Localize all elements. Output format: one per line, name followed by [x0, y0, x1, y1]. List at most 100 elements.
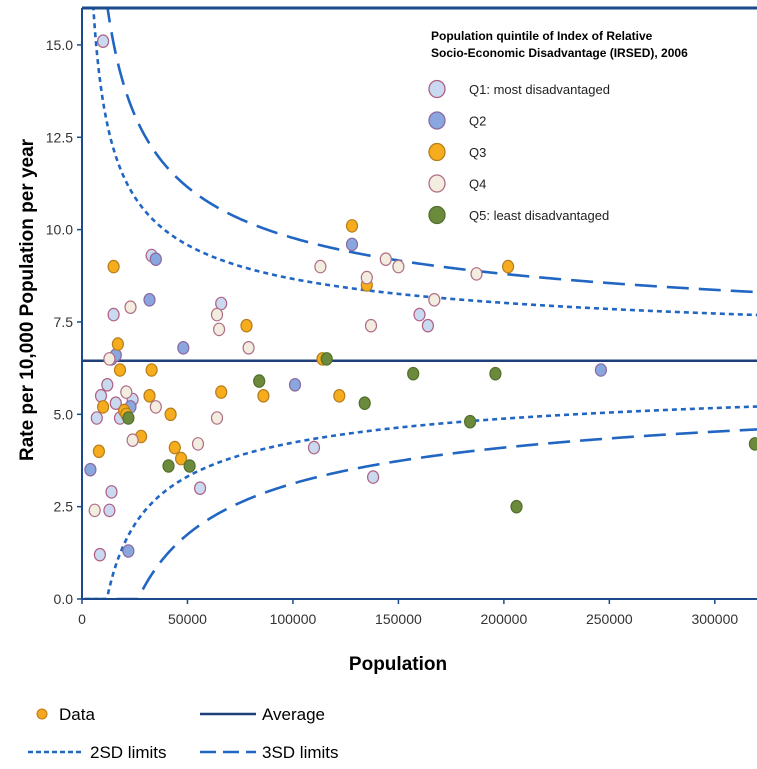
- data-point-q5: [510, 499, 523, 514]
- legend-label-q3: Q3: [469, 145, 486, 160]
- line-legend: Data Average 2SD limits 3SD limits: [28, 705, 339, 762]
- data-point-q1: [90, 411, 103, 425]
- y-tick-label: 2.5: [54, 499, 74, 515]
- limit-curve-3sd-upper: [106, 8, 757, 294]
- legend-marker-q5: [428, 205, 446, 225]
- data-point-q5: [320, 352, 333, 366]
- data-point-q4: [242, 340, 255, 355]
- y-tick-label: 15.0: [46, 37, 73, 53]
- data-point-q2: [149, 252, 162, 267]
- data-point-q5: [122, 411, 135, 425]
- data-point-q4: [364, 318, 378, 333]
- legend-label-q2: Q2: [469, 114, 486, 129]
- data-point-q5: [183, 459, 196, 473]
- data-point-q3: [107, 259, 120, 274]
- data-point-q5: [162, 459, 175, 473]
- data-point-q2: [143, 292, 156, 307]
- data-point-q5: [464, 414, 477, 429]
- data-point-q3: [113, 363, 127, 377]
- data-point-q3: [345, 219, 359, 233]
- data-point-q4: [379, 252, 392, 267]
- x-tick-label: 100000: [270, 611, 317, 627]
- bottom-legend-data-marker: [36, 708, 48, 720]
- data-point-q5: [489, 366, 502, 381]
- bottom-legend-label: 2SD limits: [90, 743, 167, 762]
- data-point-q1: [103, 503, 116, 518]
- x-tick-label: 50000: [168, 611, 207, 627]
- data-point-q3: [92, 444, 106, 459]
- legend-label-q1: Q1: most disadvantaged: [469, 82, 610, 97]
- x-tick-label: 300000: [691, 611, 738, 627]
- legend-title-line-2: Socio-Economic Disadvantage (IRSED), 200…: [431, 46, 688, 60]
- data-point-q4: [428, 292, 441, 307]
- x-tick-label: 200000: [481, 611, 528, 627]
- data-point-q5: [407, 366, 420, 381]
- data-point-q3: [168, 440, 181, 455]
- data-point-q3: [333, 388, 346, 403]
- legend-marker-q2: [428, 111, 446, 130]
- data-point-q3: [215, 385, 228, 399]
- data-point-q3: [111, 337, 125, 351]
- limit-curve-3sd-lower: [84, 428, 757, 599]
- data-point-q2: [345, 237, 359, 252]
- y-axis-title: Rate per 10,000 Population per year: [17, 138, 38, 461]
- y-tick-label: 7.5: [54, 314, 74, 330]
- data-point-q2: [122, 544, 135, 558]
- data-point-q3: [96, 400, 110, 414]
- x-tick-label: 250000: [586, 611, 633, 627]
- data-point-q4: [210, 307, 224, 322]
- x-axis-title: Population: [349, 654, 447, 675]
- x-tick-label: 0: [78, 611, 86, 627]
- data-point-q1: [107, 307, 120, 322]
- data-point-q2: [288, 377, 302, 392]
- data-point-q4: [149, 400, 162, 414]
- data-point-q4: [191, 437, 205, 451]
- data-point-q4: [210, 411, 224, 425]
- data-point-q4: [392, 259, 405, 274]
- legend-marker-q4: [428, 174, 446, 193]
- data-point-q1: [94, 388, 108, 403]
- data-points: [84, 34, 757, 562]
- legend-marker-q3: [428, 142, 446, 162]
- data-point-q5: [358, 396, 371, 410]
- bottom-legend-label: Data: [59, 705, 95, 724]
- data-point-q5: [748, 437, 757, 451]
- y-tick-label: 5.0: [54, 406, 74, 422]
- data-point-q4: [103, 352, 116, 366]
- data-point-q4: [124, 300, 137, 314]
- data-point-q3: [143, 388, 156, 403]
- data-point-q4: [88, 503, 101, 518]
- axes: 0.0 2.5 5.0 7.5 10.0 12.5 15.0 0 50000 100000 1500…: [46, 6, 757, 627]
- data-point-q3: [164, 407, 177, 422]
- data-point-q3: [502, 259, 515, 274]
- data-point-q1: [194, 481, 207, 495]
- legend-title-line-1: Population quintile of Index of Relative: [431, 29, 653, 43]
- data-point-q4: [213, 322, 226, 337]
- data-point-q1: [421, 318, 434, 333]
- data-point-q3: [145, 363, 158, 377]
- data-point-q1: [413, 307, 426, 322]
- limit-curve-2sd-upper: [92, 8, 757, 317]
- data-point-q2: [594, 363, 608, 377]
- y-tick-label: 0.0: [54, 591, 74, 607]
- legend-label-q4: Q4: [469, 177, 486, 192]
- data-point-q3: [175, 451, 188, 466]
- data-point-q2: [84, 462, 97, 477]
- data-point-q4: [120, 385, 133, 399]
- data-point-q4: [126, 433, 139, 447]
- quintile-legend: Population quintile of Index of Relative…: [428, 29, 688, 225]
- data-point-q1: [96, 34, 110, 48]
- data-point-q1: [367, 470, 380, 484]
- data-point-q1: [101, 377, 114, 392]
- legend-marker-q1: [428, 79, 446, 99]
- data-point-q2: [177, 340, 190, 355]
- y-tick-label: 12.5: [46, 129, 73, 145]
- bottom-legend-label: Average: [262, 705, 325, 724]
- data-point-q1: [109, 396, 122, 410]
- data-point-q4: [360, 270, 373, 285]
- limit-curves: [84, 8, 757, 599]
- data-point-q3: [240, 318, 253, 333]
- data-point-q4: [314, 259, 327, 274]
- data-point-q1: [93, 547, 107, 562]
